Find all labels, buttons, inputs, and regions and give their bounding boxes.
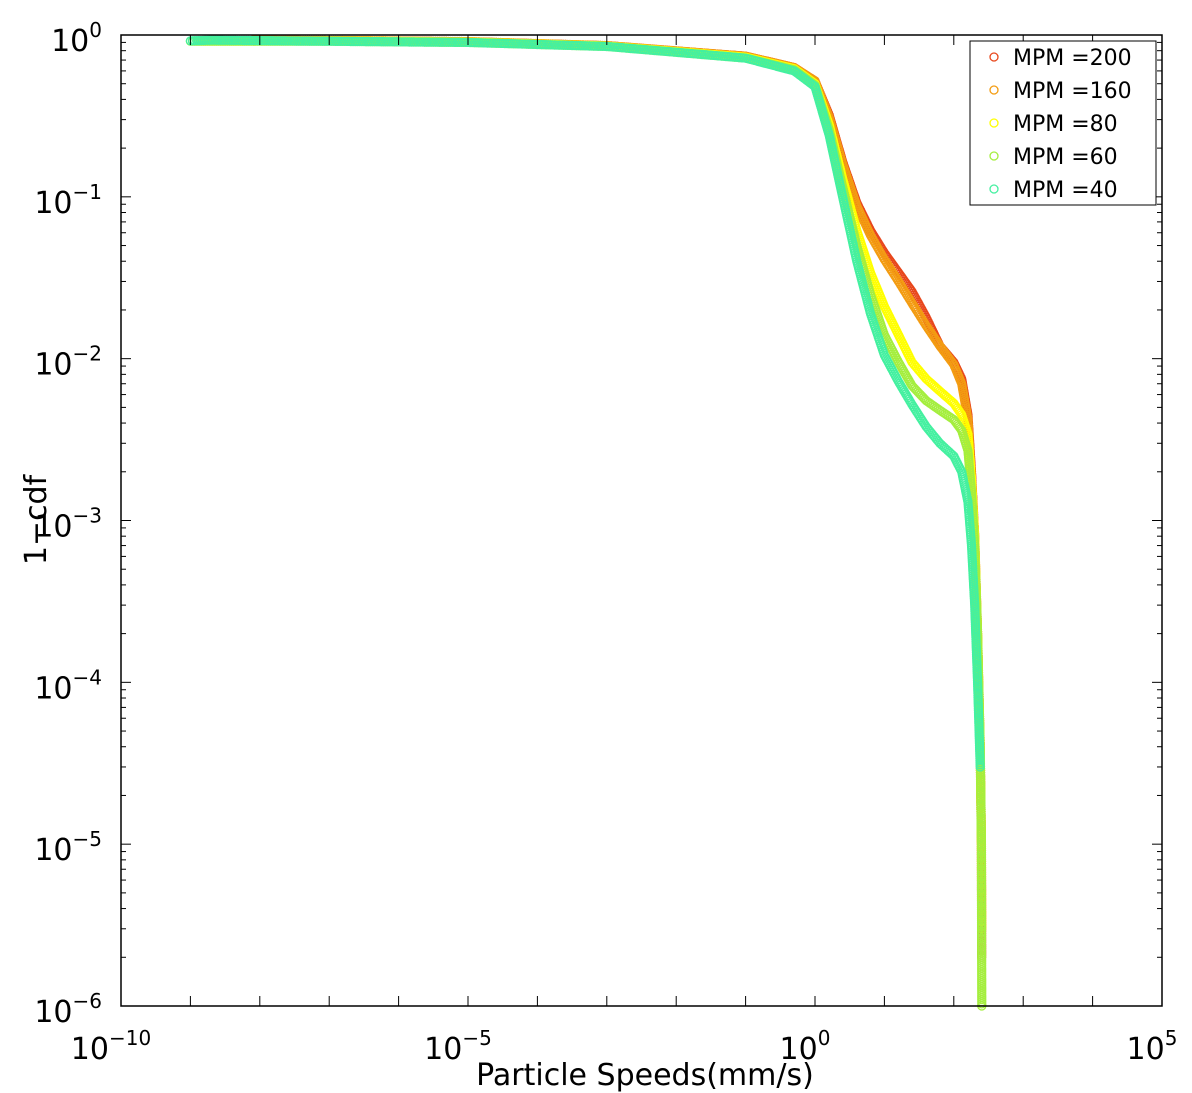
x-tick-label: 10−5 bbox=[424, 1026, 492, 1067]
y-tick-label: 10−2 bbox=[34, 342, 102, 383]
x-tick-label: 105 bbox=[1127, 1026, 1178, 1067]
legend-label: MPM =200 bbox=[1013, 46, 1132, 71]
y-tick-label: 10−1 bbox=[34, 180, 102, 221]
legend-label: MPM =40 bbox=[1013, 178, 1118, 203]
series-2 bbox=[248, 35, 987, 934]
legend-label: MPM =160 bbox=[1013, 79, 1132, 104]
y-tick-label: 10−5 bbox=[34, 827, 102, 868]
legend-marker bbox=[989, 85, 999, 95]
legend-label: MPM =80 bbox=[1013, 112, 1118, 137]
legend-marker bbox=[989, 52, 999, 62]
y-tick-label: 10−4 bbox=[34, 665, 102, 706]
legend-label: MPM =60 bbox=[1013, 145, 1118, 170]
legend-marker bbox=[989, 118, 999, 128]
legend-item: MPM =80 bbox=[989, 112, 1118, 137]
y-tick-label: 10−6 bbox=[34, 989, 102, 1030]
legend-marker bbox=[989, 184, 999, 194]
legend-box bbox=[969, 40, 1157, 206]
legend-item: MPM =40 bbox=[989, 178, 1118, 203]
x-tick-label: 10−10 bbox=[71, 1026, 151, 1067]
y-tick-label: 100 bbox=[51, 18, 102, 59]
legend-item: MPM =60 bbox=[989, 145, 1118, 170]
legend: MPM =200 MPM =160 MPM =80 MPM =60 MPM =40 bbox=[969, 40, 1157, 206]
x-axis-label: Particle Speeds(mm/s) bbox=[476, 1058, 814, 1093]
legend-marker bbox=[989, 151, 999, 161]
series-5 bbox=[185, 35, 985, 772]
series-1 bbox=[248, 35, 987, 962]
series-3 bbox=[218, 36, 987, 934]
axis-ticks bbox=[120, 34, 1163, 1007]
data-point bbox=[975, 762, 985, 772]
series-4 bbox=[185, 36, 987, 1011]
y-axis-label: 1−cdf bbox=[19, 473, 54, 565]
axis-tick-labels: 10−10 10−5 100 105 100 10−1 10−2 10−3 10−4 10−5 10… bbox=[34, 18, 1177, 1067]
plot-marks bbox=[185, 35, 987, 1011]
legend-item: MPM =160 bbox=[989, 79, 1132, 104]
x-tick-label: 100 bbox=[780, 1026, 831, 1067]
y-tick-label: 10−3 bbox=[34, 504, 102, 545]
legend-item: MPM =200 bbox=[989, 46, 1132, 71]
